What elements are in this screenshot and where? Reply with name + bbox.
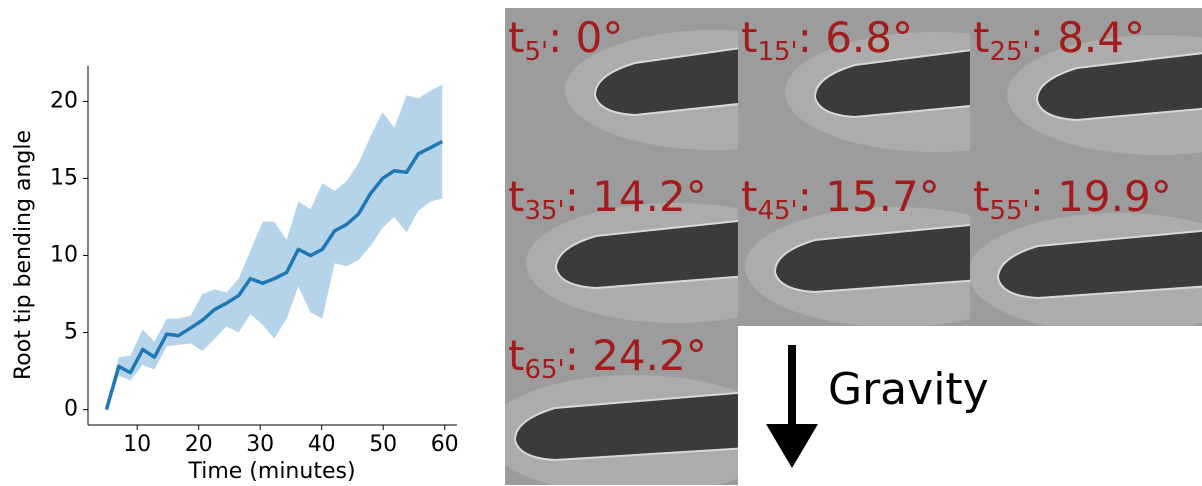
panel-label-subscript: 5' [524, 37, 548, 67]
panel-label-prefix: t [741, 172, 757, 221]
x-axis-label: Time (minutes) [187, 459, 355, 484]
panel-label-value: : 19.9° [1030, 172, 1172, 221]
gravity-label: Gravity [828, 364, 989, 415]
panel-label-subscript: 65' [524, 355, 564, 385]
panel-label-subscript: 25' [989, 37, 1029, 67]
x-tick-label: 50 [369, 432, 397, 457]
confidence-band [106, 84, 442, 409]
figure: Time (minutes) Root tip bending angle Gr… [0, 0, 1202, 486]
root-image: t55': 19.9° [968, 167, 1202, 333]
y-axis-label: Root tip bending angle [11, 130, 36, 380]
panel-label-value: : 24.2° [565, 331, 707, 380]
panel-label-value: : 15.7° [798, 172, 940, 221]
panel-label-prefix: t [973, 172, 989, 221]
y-tick-label: 10 [50, 243, 78, 268]
panel-label-subscript: 55' [989, 196, 1029, 226]
x-tick-label: 60 [431, 432, 459, 457]
root-image: t25': 8.4° [970, 8, 1202, 167]
x-tick-label: 30 [246, 432, 274, 457]
panel-label-subscript: 45' [757, 196, 797, 226]
panel-label-value: : 6.8° [798, 13, 913, 62]
y-tick-label: 15 [50, 165, 78, 190]
panel-label-prefix: t [741, 13, 757, 62]
y-tick-label: 5 [64, 320, 78, 345]
x-tick-label: 40 [308, 432, 336, 457]
y-tick-label: 20 [50, 88, 78, 113]
panel-label-prefix: t [508, 331, 524, 380]
y-tick-label: 0 [64, 397, 78, 422]
panel-label-subscript: 35' [524, 196, 564, 226]
x-tick-label: 10 [123, 432, 151, 457]
panel-label-prefix: t [508, 172, 524, 221]
x-tick-label: 20 [185, 432, 213, 457]
panel-label-value: : 14.2° [565, 172, 707, 221]
panel-label-value: : 0° [548, 13, 623, 62]
panel-label-value: : 8.4° [1030, 13, 1145, 62]
panel-label-prefix: t [973, 13, 989, 62]
panel-label-subscript: 15' [757, 37, 797, 67]
panel-label-prefix: t [508, 13, 524, 62]
